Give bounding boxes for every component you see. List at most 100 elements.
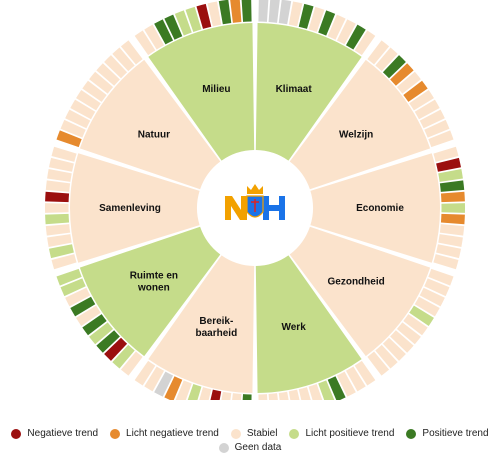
trend-cell-stabiel [298,387,311,400]
trend-cell-stabiel [96,63,120,86]
trend-cell-stabiel [428,268,454,286]
legend-item-stabiel: Stabiel [230,428,277,439]
trend-cell-stabiel [436,244,462,259]
segment-werk[interactable]: Werk [255,255,376,400]
trend-cell-stabiel [414,296,440,317]
trend-cell-stabiel [45,224,71,236]
trend-cell-stabiel [288,1,303,27]
trend-cell-licht-positief [45,213,70,225]
legend: Negatieve trend Licht negatieve trend St… [0,428,500,453]
trend-cell-stabiel [120,40,143,65]
trend-cell-licht-negatief [440,213,465,225]
segment-samenleving[interactable]: Samenleving [44,146,200,270]
trend-cell-stabiel [438,234,463,247]
segment-economie[interactable]: Economie [310,146,465,270]
trend-cell-stabiel [396,71,421,94]
trend-cell-stabiel [424,278,450,297]
trend-cell-stabiel [144,24,165,50]
trend-cell-stabiel [375,47,398,72]
trend-cell-stabiel [134,30,156,56]
legend-dot-negatief [11,428,22,439]
trend-cell-stabiel [134,360,156,386]
segment-ruimte-en-wonen[interactable]: Ruimte en wonen [56,226,221,376]
trend-cell-positief [318,10,336,36]
trend-cell-stabiel [354,360,376,386]
segment-klimaat[interactable]: Klimaat [255,0,376,161]
trend-cell-stabiel [419,109,445,129]
trend-cell-positief [164,14,183,40]
trend-cell-licht-negatief [230,0,242,23]
segment-welzijn[interactable]: Welzijn [289,40,454,190]
trend-cell-stabiel [336,371,356,397]
trend-cell-positief [154,19,174,45]
trend-cell-stabiel [278,391,289,400]
segment-fill-ruimte-en-wonen [79,226,221,357]
segment-fill-klimaat [255,23,362,161]
trend-cell-licht-negatief [390,63,414,86]
segment-label-werk: Werk [281,322,306,333]
segment-fill-natuur [79,59,221,190]
trend-cell-stabiel [44,203,69,213]
trend-cell-licht-positief [89,322,114,345]
trend-cell-positief [242,394,252,400]
trend-cell-licht-positief [60,278,86,297]
legend-label-positief: Positieve trend [422,428,489,439]
segment-fill-economie [310,153,440,263]
legend-label-licht-positief: Licht positieve trend [305,428,395,439]
trend-cell-stabiel [51,146,77,162]
trend-cell-stabiel [367,351,390,376]
trend-cell-stabiel [76,305,101,326]
trend-cell-stabiel [308,384,323,400]
trend-cell-licht-positief [48,244,74,259]
trend-cell-positief [327,376,346,400]
trend-wheel-svg: Klimaat Welzijn Economie Gezondheid Werk Bere… [44,0,465,400]
trend-cell-stabiel [433,254,459,270]
trend-cell-negatief [45,191,70,203]
trend-cell-licht-positief [438,169,463,182]
trend-cell-licht-negatief [164,376,183,400]
segment-label-natuur: Natuur [138,129,170,140]
trend-cell-stabiel [221,391,232,400]
trend-cell-geen-data [278,0,292,25]
legend-dot-positief [406,428,417,439]
trend-cell-stabiel [288,389,300,400]
trend-cell-negatief [196,3,212,29]
legend-row-2: Geen data [0,442,500,453]
legend-item-negatief: Negatieve trend [11,428,98,439]
segment-bereik-baarheid[interactable]: Bereik-baarheid [134,255,255,400]
segment-gezondheid[interactable]: Gezondheid [289,226,454,376]
segment-label-gezondheid: Gezondheid [328,276,385,287]
trend-cell-stabiel [367,40,390,65]
trend-cell-stabiel [428,130,454,148]
legend-dot-licht-negatief [110,428,121,439]
legend-dot-stabiel [230,428,241,439]
trend-cell-stabiel [354,30,376,56]
segment-natuur[interactable]: Natuur [56,40,221,190]
trend-cell-stabiel [327,14,346,40]
trend-cell-stabiel [76,90,101,111]
trend-cell-stabiel [403,314,428,336]
legend-label-geen-data: Geen data [234,442,282,453]
legend-item-positief: Positieve trend [406,428,489,439]
trend-cell-positief [382,55,406,79]
trend-cell-positief [439,180,465,192]
trend-cell-stabiel [51,254,77,270]
trend-cell-geen-data [154,371,174,397]
segment-fill-gezondheid [289,226,431,357]
segment-milieu[interactable]: Milieu [134,0,255,161]
trend-cell-stabiel [175,380,192,400]
trend-cell-positief [241,0,252,22]
trend-cell-licht-positief [441,203,465,213]
trend-cell-licht-negatief [440,191,465,203]
trend-cell-stabiel [336,19,356,45]
trend-cell-stabiel [390,330,414,353]
trend-cell-stabiel [207,1,222,27]
trend-cell-positief [70,296,96,317]
legend-label-licht-negatief: Licht negatieve trend [126,428,219,439]
trend-cell-stabiel [47,234,72,247]
logo-letter-h [263,196,285,220]
trend-cell-stabiel [409,90,434,111]
logo-letter-n [225,196,247,220]
trend-cell-stabiel [424,119,450,138]
crown-shield-logo [225,184,285,220]
